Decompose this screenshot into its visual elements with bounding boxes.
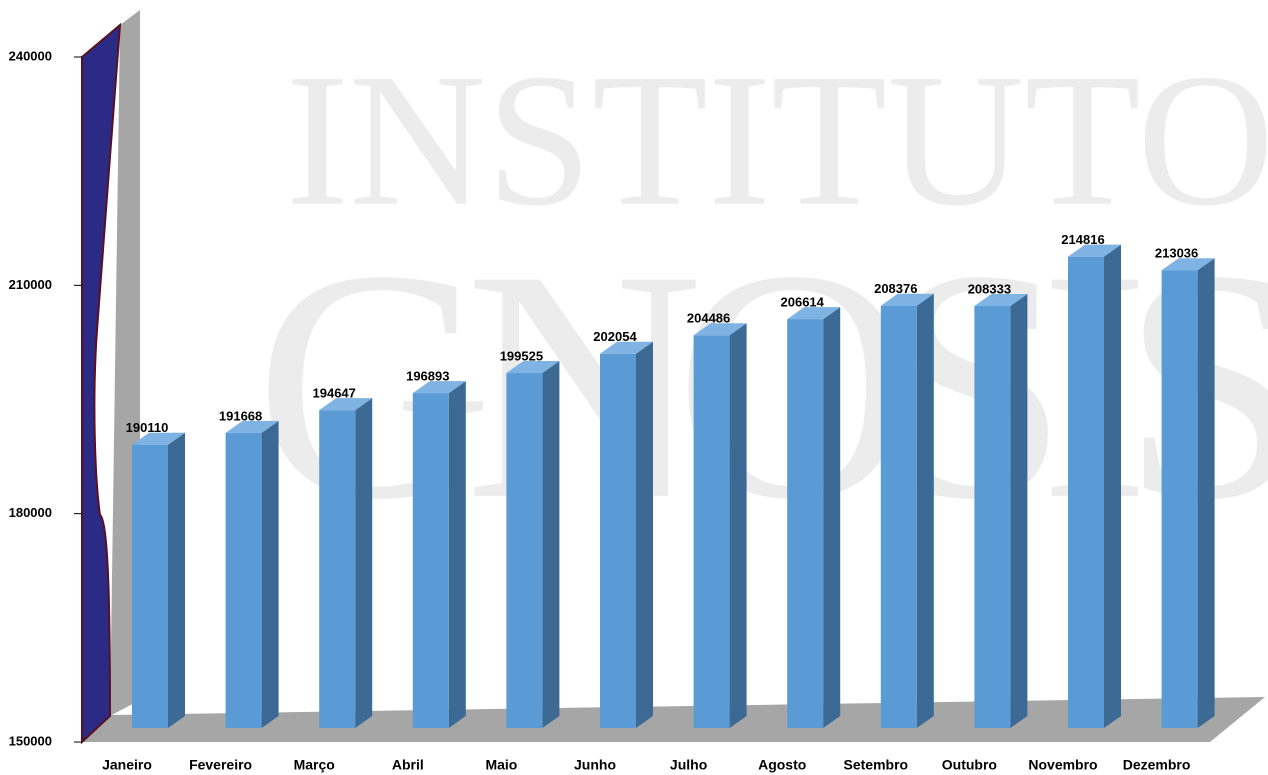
x-tick-label: Junho xyxy=(574,757,616,773)
bar-face xyxy=(355,398,373,728)
bar-face xyxy=(1161,270,1198,728)
x-tick-label: Fevereiro xyxy=(189,757,252,773)
bar-face xyxy=(916,293,934,728)
data-label: 208376 xyxy=(874,281,917,296)
bar-face xyxy=(506,373,543,728)
bar-face xyxy=(319,410,356,728)
bar-face xyxy=(974,294,1028,307)
x-tick-label: Julho xyxy=(670,757,707,773)
bar xyxy=(880,293,934,728)
data-label: 191668 xyxy=(219,408,262,423)
data-label: 190110 xyxy=(126,420,169,435)
watermark: INSTITUTO xyxy=(286,36,1268,246)
x-tick-label: Outubro xyxy=(942,757,997,773)
bar-face xyxy=(1104,244,1121,728)
data-label: 213036 xyxy=(1155,246,1198,261)
floor xyxy=(82,697,1265,742)
bar-face xyxy=(1161,258,1215,271)
bar xyxy=(600,341,653,728)
data-label: 196893 xyxy=(406,369,449,384)
data-label: 208333 xyxy=(968,281,1011,296)
bar xyxy=(787,307,841,728)
x-tick-label: Março xyxy=(294,757,335,773)
data-label: 194647 xyxy=(313,386,356,401)
bar-face xyxy=(448,381,466,728)
bar-face xyxy=(693,323,747,336)
bar-face xyxy=(693,335,730,728)
data-label: 202054 xyxy=(593,329,637,344)
bar-face xyxy=(636,341,653,728)
data-label: 214816 xyxy=(1061,232,1104,247)
y-tick-label: 210000 xyxy=(9,277,52,292)
x-tick-label: Agosto xyxy=(758,757,806,773)
bar-face xyxy=(880,305,917,728)
bar xyxy=(132,432,185,728)
bar-face xyxy=(1068,256,1104,728)
bar xyxy=(506,361,560,728)
bar-face xyxy=(261,420,279,728)
bar-face xyxy=(729,323,747,728)
bar-face xyxy=(506,361,560,374)
bar-face xyxy=(132,444,168,728)
bar-face xyxy=(412,381,466,394)
bar xyxy=(225,420,279,728)
y-tick-label: 180000 xyxy=(9,505,52,520)
bar-face xyxy=(600,341,653,354)
bar-face xyxy=(1068,244,1121,257)
bar-face xyxy=(880,293,934,306)
bar-face xyxy=(787,307,841,320)
bar-face xyxy=(168,432,185,728)
bar-face xyxy=(974,306,1011,728)
x-tick-label: Setembro xyxy=(844,757,909,773)
bar xyxy=(974,294,1028,728)
data-label: 199525 xyxy=(500,348,543,363)
bar-face xyxy=(1010,294,1028,728)
x-tick-label: Novembro xyxy=(1028,757,1097,773)
y-tick-label: 240000 xyxy=(9,48,52,63)
x-tick-label: Dezembro xyxy=(1123,757,1191,773)
bar-face xyxy=(225,432,262,728)
bar-face xyxy=(823,307,841,728)
bar-face xyxy=(132,432,185,445)
bar xyxy=(319,398,373,728)
bar xyxy=(1161,258,1215,728)
x-tick-label: Abril xyxy=(392,757,424,773)
bar-face xyxy=(542,361,560,728)
bar xyxy=(1068,244,1121,728)
x-tick-label: Janeiro xyxy=(102,757,152,773)
bar xyxy=(412,381,466,728)
data-label: 204486 xyxy=(687,311,730,326)
x-tick-label: Maio xyxy=(485,757,517,773)
bar xyxy=(693,323,747,728)
bar-face xyxy=(319,398,373,411)
y-tick-label: 150000 xyxy=(9,733,52,748)
bar-face xyxy=(1197,258,1215,728)
bar-face xyxy=(225,420,279,433)
bar-face xyxy=(600,353,636,728)
side-wall xyxy=(81,22,122,745)
bar-face xyxy=(412,393,449,728)
data-label: 206614 xyxy=(781,295,825,310)
bar-face xyxy=(787,319,824,728)
